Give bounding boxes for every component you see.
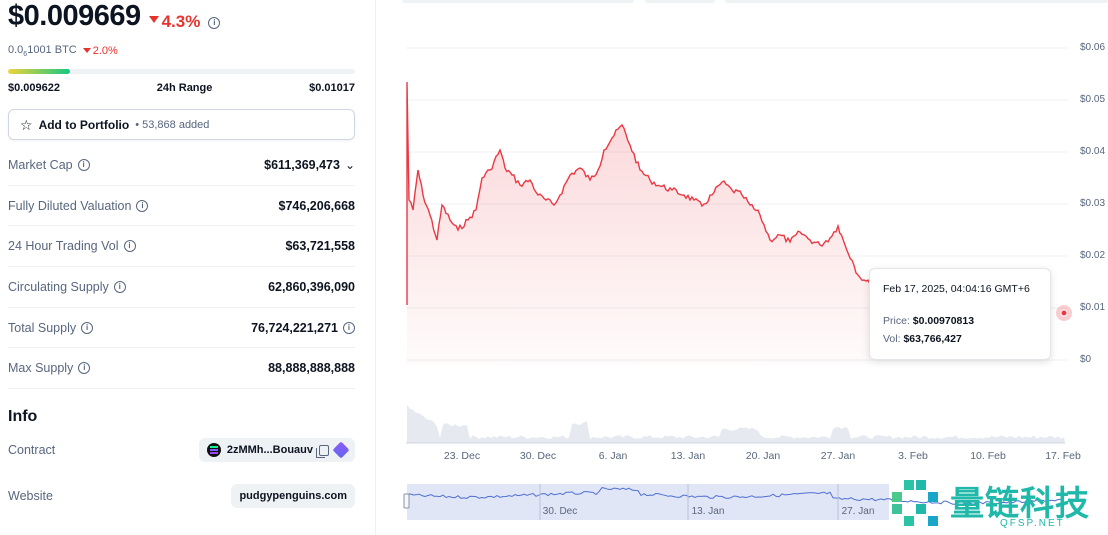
navigator-tick-label: 13. Jan [691,506,725,517]
x-tick-label: 17. Feb [1045,450,1081,462]
tooltip-vol-row: Vol: $63,766,427 [883,333,962,345]
price-change: 4.3% [148,11,201,32]
toolbar-tab[interactable] [725,0,1108,3]
range-high: $0.01017 [309,82,355,94]
website-link[interactable]: pudgypenguins.com [231,484,355,508]
info-icon[interactable]: i [208,17,221,29]
price-header: $0.009669 4.3% i [8,0,221,34]
stat-label: Circulating Supply [8,279,109,294]
stat-row-market-cap: Market Cap i $611,369,473 ⌄ [8,145,355,186]
price-value: $0.009669 [8,0,141,32]
hover-point [1060,309,1068,317]
contract-row: Contract 2zMMh...Bouauv [8,438,355,462]
range-bar [8,69,355,74]
stat-row-volume: 24 Hour Trading Vol i $63,721,558 [8,226,355,268]
website-label: Website [8,489,53,503]
x-tick-label: 3. Feb [898,450,928,462]
x-tick-label: 30. Dec [519,450,557,462]
stat-row-max-supply: Max Supply i 88,888,888,888 [8,348,355,390]
contract-label: Contract [8,443,56,457]
contract-address: 2zMMh...Bouauv [226,444,313,456]
tooltip-time: Feb 17, 2025, 04:04:16 GMT+6 [883,283,1030,295]
copy-icon[interactable] [316,444,329,458]
navigator-tick-label: 27. Jan [841,506,875,517]
stat-value: $746,206,668 [278,198,355,213]
watermark-logo: 量链科技 QFSP.NET [890,476,1108,535]
navigator-tick-label: 30. Dec [542,506,578,517]
info-icon[interactable]: i [123,240,136,253]
stat-row-circulating-supply: Circulating Supply i 62,860,396,090 [8,267,355,308]
stats-list: Market Cap i $611,369,473 ⌄ Fully Diluted … [8,145,355,390]
x-tick-label: 13. Jan [670,450,706,462]
stat-value: $63,721,558 [285,239,355,254]
navigator-handle-left[interactable] [403,493,410,509]
solana-icon [206,443,221,457]
range-bar-fill [8,69,71,74]
info-icon[interactable]: i [78,362,91,375]
y-tick-label: $0.02 [1080,250,1106,261]
stat-label: Max Supply [8,361,74,376]
stat-label: Total Supply [8,320,77,335]
portfolio-added-count: • 53,868 added [135,118,210,131]
volume-area [407,405,1065,443]
toolbar-tab[interactable] [645,0,715,3]
info-icon[interactable]: i [81,321,94,334]
stat-value: 62,860,396,090 [268,279,355,294]
navigator-grid [539,484,839,520]
y-tick-label: $0 [1080,354,1092,365]
stat-value: 76,724,221,271 [251,320,338,335]
y-tick-label: $0.03 [1080,198,1106,209]
portfolio-label: Add to Portfolio [38,117,130,132]
info-heading: Info [8,408,38,425]
navigator-selection[interactable] [407,484,889,520]
y-tick-label: $0.04 [1080,146,1106,157]
info-icon[interactable]: i [113,280,126,293]
contract-chip[interactable]: 2zMMh...Bouauv [198,438,355,462]
star-icon: ☆ [20,116,33,133]
chevron-down-icon[interactable]: ⌄ [344,157,355,172]
price-area [407,82,870,365]
coin-stats-panel: $0.009669 4.3% i 0.061001 BTC 2.0% $0.00… [0,0,376,535]
stat-label: 24 Hour Trading Vol [8,239,119,254]
btc-price: 0.061001 BTC [8,44,77,59]
range-low: $0.009622 [8,82,60,94]
watermark-icon [892,480,938,526]
y-tick-label: $0.06 [1080,42,1106,53]
stat-value: $611,369,473 [264,157,340,172]
toolbar-tab[interactable] [402,0,634,3]
price-line [406,81,871,305]
info-icon[interactable]: i [77,158,90,171]
range-labels: $0.009622 24h Range $0.01017 [8,82,355,94]
stat-label: Fully Diluted Valuation [8,198,132,213]
y-tick-label: $0.01 [1080,302,1106,313]
tooltip-price-row: Price: $0.00970813 [883,315,975,327]
stat-row-fdv: Fully Diluted Valuation i $746,206,668 [8,186,355,227]
x-tick-label: 10. Feb [970,450,1006,462]
down-arrow-icon [82,47,91,53]
x-tick-label: 27. Jan [820,450,856,462]
stat-row-total-supply: Total Supply i 76,724,221,271 i [8,308,355,349]
down-arrow-icon [148,16,159,23]
info-icon[interactable]: i [343,321,355,334]
btc-price-row: 0.061001 BTC 2.0% [8,44,118,58]
x-tick-label: 6. Jan [598,450,628,462]
navigator-line [406,487,1065,505]
info-icon[interactable]: i [136,199,149,212]
stat-value: 88,888,888,888 [268,361,355,376]
y-tick-label: $0.05 [1080,94,1106,105]
chart-tooltip: Feb 17, 2025, 04:04:16 GMT+6 Price: $0.0… [869,268,1051,360]
add-to-portfolio-button[interactable]: ☆ Add to Portfolio • 53,868 added [8,109,355,140]
x-tick-label: 23. Dec [443,450,481,462]
x-tick-label: 20. Jan [745,450,781,462]
website-row: Website pudgypenguins.com [8,484,355,508]
price-change-value: 4.3% [161,11,201,31]
range-label[interactable]: 24h Range [156,82,213,94]
stat-label: Market Cap [8,157,73,172]
btc-change: 2.0% [82,45,118,57]
